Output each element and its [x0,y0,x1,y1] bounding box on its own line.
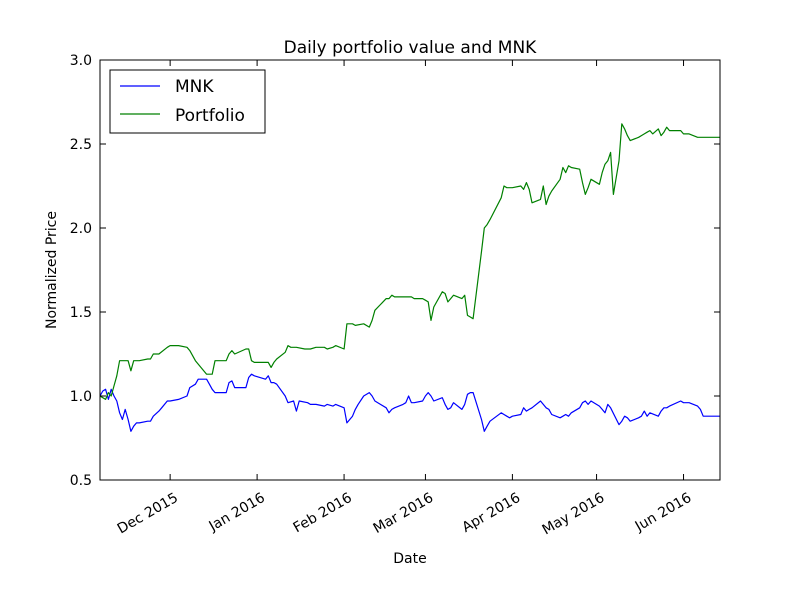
y-tick-label: 3.0 [70,53,92,69]
y-tick-label: 1.0 [70,389,92,405]
y-axis: 0.5 1.0 1.5 2.0 2.5 3.0 [70,53,720,489]
legend-box [109,69,266,134]
legend: MNK Portfolio [109,69,266,134]
legend-label-portfolio: Portfolio [175,106,245,126]
series-line-mnk [99,373,720,432]
y-tick-label: 2.0 [70,221,92,237]
series-line-portfolio [99,123,720,400]
x-axis-label: Date [393,551,426,567]
chart-title: Daily portfolio value and MNK [284,38,538,58]
y-axis-label: Normalized Price [44,211,60,329]
legend-label-mnk: MNK [175,77,214,97]
plot-area-frame [99,59,721,481]
y-tick-label: 2.5 [70,137,92,153]
y-tick-label: 1.5 [70,305,92,321]
y-tick-label: 0.5 [70,473,92,489]
series-layer [99,123,720,432]
